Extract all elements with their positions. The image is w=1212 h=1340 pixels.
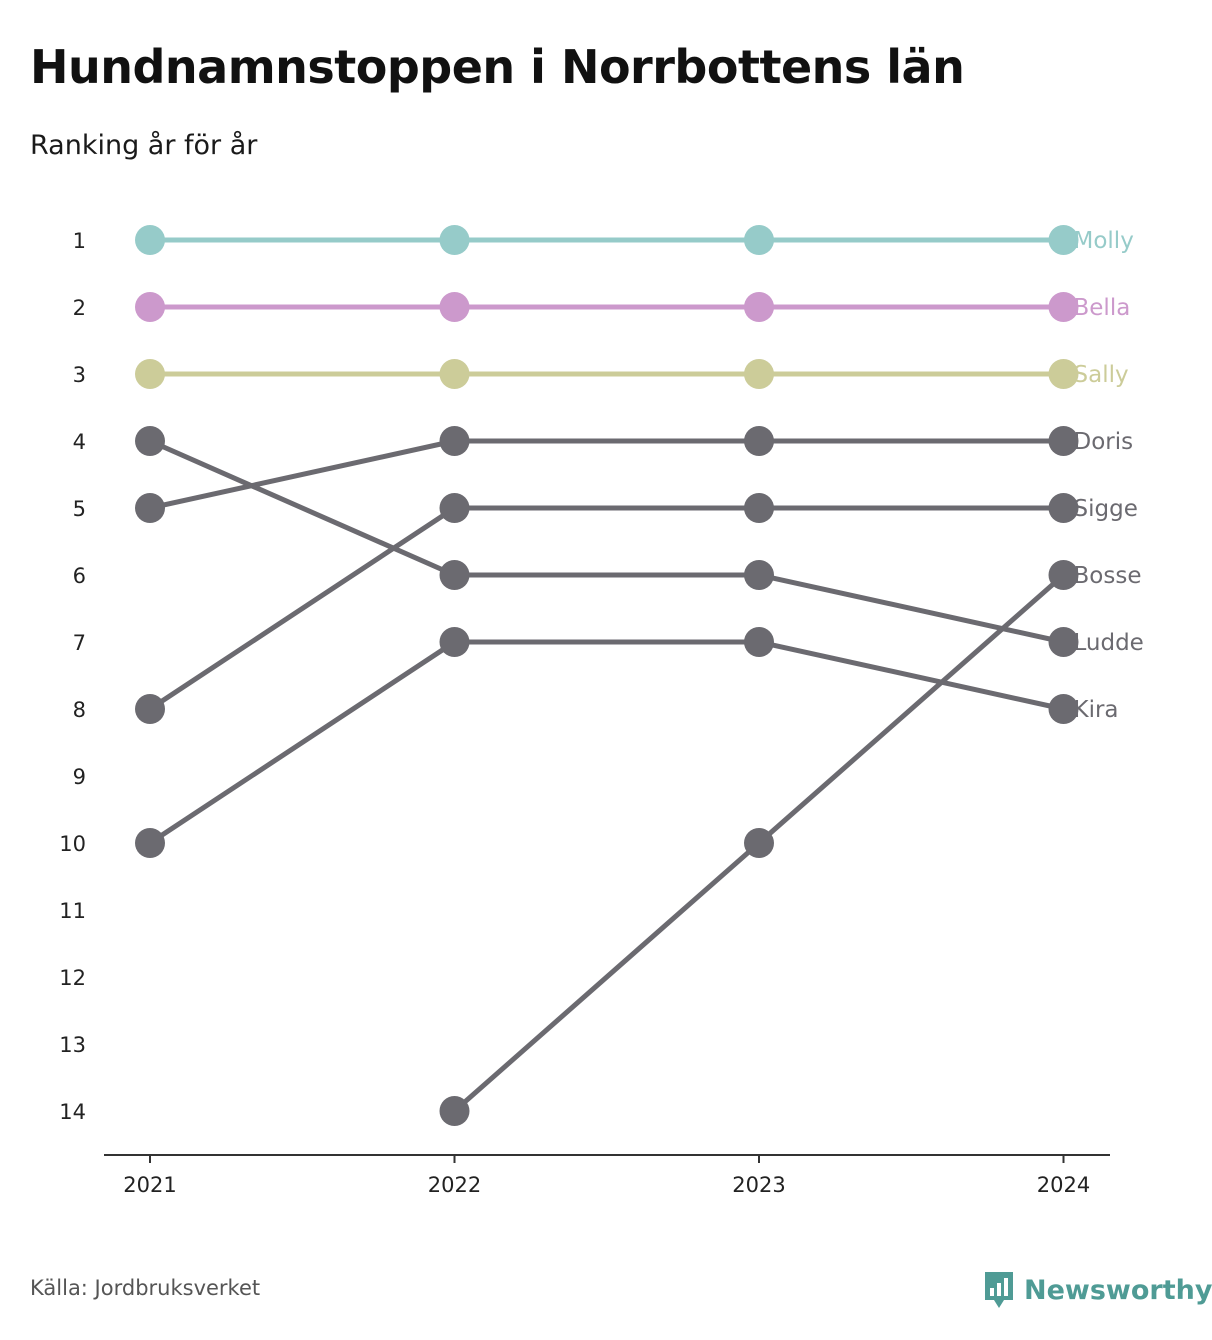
series-lines <box>147 237 1066 1114</box>
series-point-sally <box>744 359 774 389</box>
series-point-sigge <box>744 493 774 523</box>
series-point-doris <box>135 493 165 523</box>
series-point-sigge <box>135 694 165 724</box>
y-tick-label: 4 <box>73 430 86 454</box>
y-tick-label: 12 <box>59 966 86 990</box>
series-point-ludde <box>1048 627 1079 657</box>
y-tick-label: 11 <box>59 899 86 923</box>
series-point-doris <box>439 426 470 456</box>
series-label-bosse: Bosse <box>1074 563 1142 589</box>
series-point-ludde <box>744 560 774 590</box>
series-point-sally <box>1048 359 1079 389</box>
chart-subtitle: Ranking år för år <box>30 130 258 161</box>
series-label-ludde: Ludde <box>1074 630 1144 656</box>
series-point-bella <box>439 292 470 322</box>
series-point-bella <box>135 292 165 322</box>
series-point-kira <box>1048 694 1079 724</box>
series-point-molly <box>135 225 165 255</box>
series-label-sigge: Sigge <box>1074 496 1138 522</box>
y-tick-label: 6 <box>73 564 86 588</box>
series-point-ludde <box>439 560 470 590</box>
series-point-ludde <box>135 426 165 456</box>
series-end-labels: Doris Sigge Bosse Ludde Kira Molly Bella Sally <box>1074 228 1144 723</box>
series-point-sigge <box>439 493 470 523</box>
series-label-doris: Doris <box>1074 429 1134 455</box>
series-point-sally <box>439 359 470 389</box>
series-point-doris <box>744 426 774 456</box>
y-tick-label: 10 <box>59 832 86 856</box>
series-point-kira <box>744 627 774 657</box>
y-tick-label: 2 <box>73 296 86 320</box>
y-tick-label: 5 <box>73 497 86 521</box>
x-axis: 2021 2022 2023 2024 <box>104 1154 1110 1197</box>
series-point-molly <box>744 225 774 255</box>
series-label-molly: Molly <box>1074 228 1134 254</box>
series-point-bosse <box>439 1096 470 1126</box>
y-tick-label: 14 <box>59 1100 86 1124</box>
series-point-sally <box>135 359 165 389</box>
series-point-bosse <box>1048 560 1079 590</box>
series-label-kira: Kira <box>1074 697 1119 723</box>
chart-title: Hundnamnstoppen i Norrbottens län <box>30 40 965 94</box>
series-line-ludde <box>147 438 1066 645</box>
y-tick-label: 1 <box>73 229 86 253</box>
series-point-sigge <box>1048 493 1079 523</box>
y-tick-label: 7 <box>73 631 86 655</box>
series-label-sally: Sally <box>1074 362 1129 388</box>
x-tick-label: 2022 <box>428 1173 481 1197</box>
series-point-bosse <box>744 828 774 858</box>
y-tick-label: 13 <box>59 1033 86 1057</box>
y-tick-label: 3 <box>73 363 86 387</box>
brand-logo: Newsworthy <box>982 1268 1212 1312</box>
x-tick-label: 2021 <box>123 1173 176 1197</box>
series-point-kira <box>439 627 470 657</box>
source-note: Källa: Jordbruksverket <box>30 1276 261 1300</box>
series-point-bella <box>1048 292 1079 322</box>
series-line-doris <box>147 438 1066 511</box>
series-line-kira <box>147 639 1066 846</box>
y-tick-label: 9 <box>73 765 86 789</box>
series-point-kira <box>135 828 165 858</box>
brand-name: Newsworthy <box>1024 1274 1212 1306</box>
x-tick-label: 2023 <box>732 1173 785 1197</box>
x-tick-label: 2024 <box>1037 1173 1090 1197</box>
series-point-molly <box>1048 225 1079 255</box>
series-point-bella <box>744 292 774 322</box>
series-points <box>135 225 1079 1126</box>
series-point-molly <box>439 225 470 255</box>
series-line-sigge <box>147 505 1066 712</box>
y-tick-label: 8 <box>73 698 86 722</box>
series-point-doris <box>1048 426 1079 456</box>
newsworthy-logo-icon <box>985 1272 1013 1308</box>
series-label-bella: Bella <box>1074 295 1131 321</box>
